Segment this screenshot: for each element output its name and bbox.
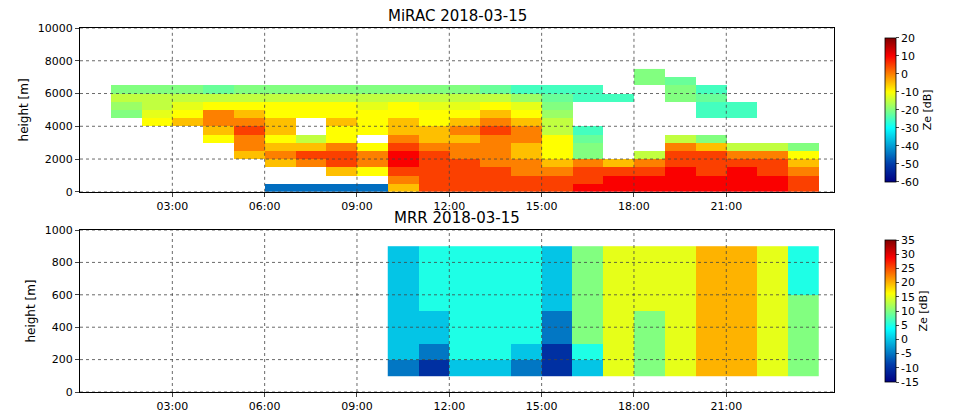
svg-text:200: 200	[52, 353, 73, 366]
svg-text:20: 20	[901, 32, 915, 45]
svg-text:25: 25	[901, 262, 915, 275]
svg-text:0: 0	[901, 333, 908, 346]
svg-text:4000: 4000	[45, 120, 73, 133]
svg-text:10000: 10000	[38, 22, 73, 35]
svg-text:Ze [dB]: Ze [dB]	[921, 89, 934, 130]
svg-text:height [m]: height [m]	[17, 78, 31, 141]
svg-text:-30: -30	[901, 122, 919, 135]
svg-text:MRR 2018-03-15: MRR 2018-03-15	[394, 209, 520, 227]
svg-text:21:00: 21:00	[710, 200, 742, 213]
svg-text:03:00: 03:00	[156, 400, 188, 413]
svg-text:6000: 6000	[45, 87, 73, 100]
svg-text:15:00: 15:00	[526, 400, 558, 413]
svg-text:-60: -60	[901, 176, 919, 189]
svg-text:-40: -40	[901, 140, 919, 153]
svg-text:Ze [dB]: Ze [dB]	[917, 291, 930, 332]
svg-text:20: 20	[901, 276, 915, 289]
svg-text:21:00: 21:00	[710, 400, 742, 413]
svg-text:400: 400	[52, 321, 73, 334]
svg-text:18:00: 18:00	[618, 200, 650, 213]
svg-text:8000: 8000	[45, 55, 73, 68]
svg-text:-20: -20	[901, 104, 919, 117]
svg-text:0: 0	[66, 386, 73, 399]
svg-text:-5: -5	[901, 347, 912, 360]
svg-text:height [m]: height [m]	[24, 279, 38, 342]
svg-text:30: 30	[901, 248, 915, 261]
svg-text:18:00: 18:00	[618, 400, 650, 413]
svg-text:-50: -50	[901, 158, 919, 171]
svg-text:5: 5	[901, 319, 908, 332]
svg-text:03:00: 03:00	[156, 200, 188, 213]
svg-text:09:00: 09:00	[341, 400, 373, 413]
svg-text:12:00: 12:00	[433, 400, 465, 413]
svg-text:800: 800	[52, 256, 73, 269]
svg-text:1000: 1000	[45, 224, 73, 237]
svg-text:09:00: 09:00	[341, 200, 373, 213]
svg-text:35: 35	[901, 234, 915, 247]
svg-text:0: 0	[66, 186, 73, 199]
svg-text:15:00: 15:00	[526, 200, 558, 213]
svg-text:-15: -15	[901, 376, 919, 389]
svg-text:06:00: 06:00	[249, 400, 281, 413]
svg-text:-10: -10	[901, 362, 919, 375]
svg-text:12:00: 12:00	[433, 200, 465, 213]
svg-text:2000: 2000	[45, 153, 73, 166]
svg-text:10: 10	[901, 50, 915, 63]
svg-text:15: 15	[901, 291, 915, 304]
svg-text:06:00: 06:00	[249, 200, 281, 213]
svg-text:10: 10	[901, 305, 915, 318]
svg-text:-10: -10	[901, 86, 919, 99]
svg-text:600: 600	[52, 289, 73, 302]
svg-text:0: 0	[901, 68, 908, 81]
svg-text:MiRAC 2018-03-15: MiRAC 2018-03-15	[388, 7, 527, 25]
